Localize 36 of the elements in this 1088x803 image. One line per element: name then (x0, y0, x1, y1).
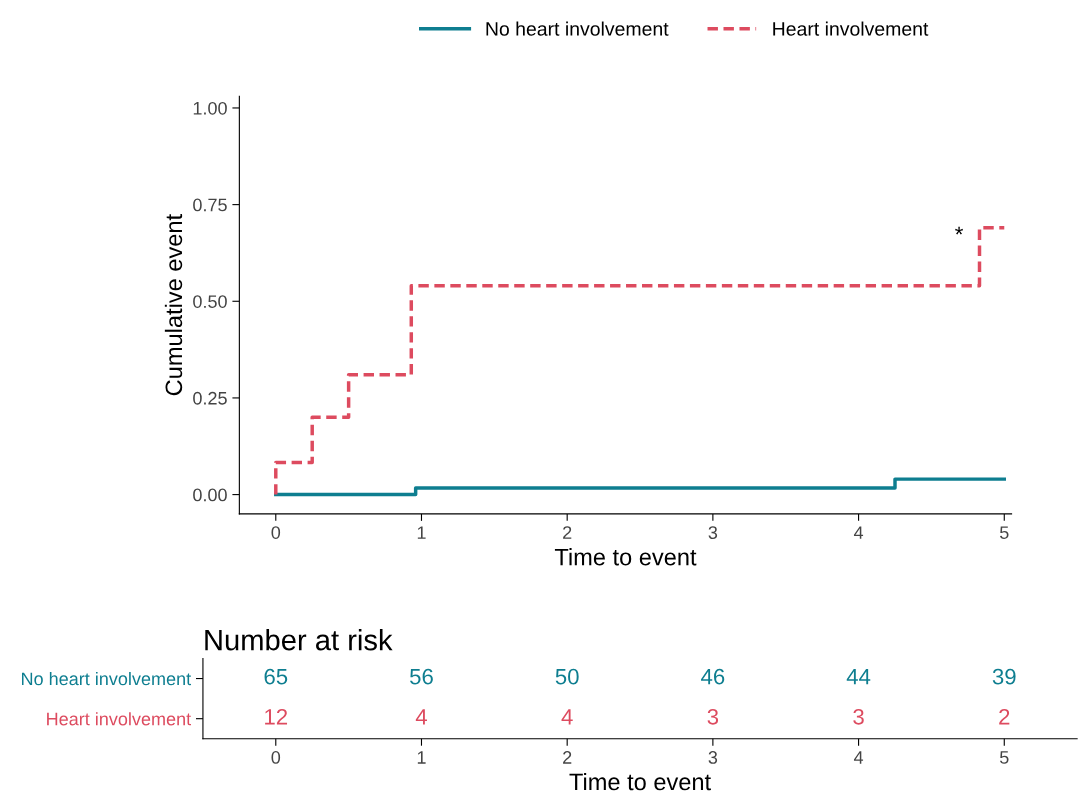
x-tick-label: 4 (853, 526, 864, 539)
x-axis-title: Time to event (554, 548, 697, 566)
x-tick-label: 1 (417, 526, 426, 539)
y-axis-title: Cumulative event (164, 214, 183, 396)
y-tick-label: 0.50 (193, 295, 227, 308)
y-tick-label: 1.00 (193, 101, 227, 115)
data-label: 2 (999, 708, 1010, 725)
x-tick-label: 3 (708, 751, 718, 764)
y-tick-label: 0.25 (193, 391, 227, 405)
chart-title: Number at risk (205, 628, 393, 651)
x-tick-label: 2 (563, 751, 572, 764)
annotation: * (955, 226, 964, 235)
legend-label: No heart involvement (486, 21, 669, 36)
data-label: 44 (846, 668, 871, 685)
x-axis-title: Time to event (569, 772, 711, 791)
x-tick-label: 5 (999, 751, 1009, 764)
x-tick-label: 3 (708, 526, 718, 539)
x-tick-label: 0 (271, 526, 281, 539)
x-tick-label: 1 (417, 751, 426, 764)
data-label: 4 (415, 709, 428, 725)
data-label: 39 (992, 668, 1016, 685)
x-tick-label: 5 (999, 526, 1009, 539)
legend-label: Heart involvement (773, 21, 929, 36)
x-tick-label: 0 (271, 751, 281, 764)
data-label: 3 (707, 708, 719, 725)
data-label: 3 (853, 708, 864, 725)
x-tick-label: 4 (853, 751, 864, 764)
y-tick-label: 0.00 (193, 488, 227, 502)
data-label: 4 (561, 709, 573, 725)
data-label: 56 (410, 668, 433, 685)
data-label: 12 (265, 708, 288, 725)
data-label: 50 (555, 668, 579, 685)
y-tick-label: 0.75 (193, 198, 227, 212)
data-label: 65 (264, 668, 288, 685)
x-tick-label: 2 (563, 526, 572, 539)
data-label: 46 (701, 668, 725, 685)
